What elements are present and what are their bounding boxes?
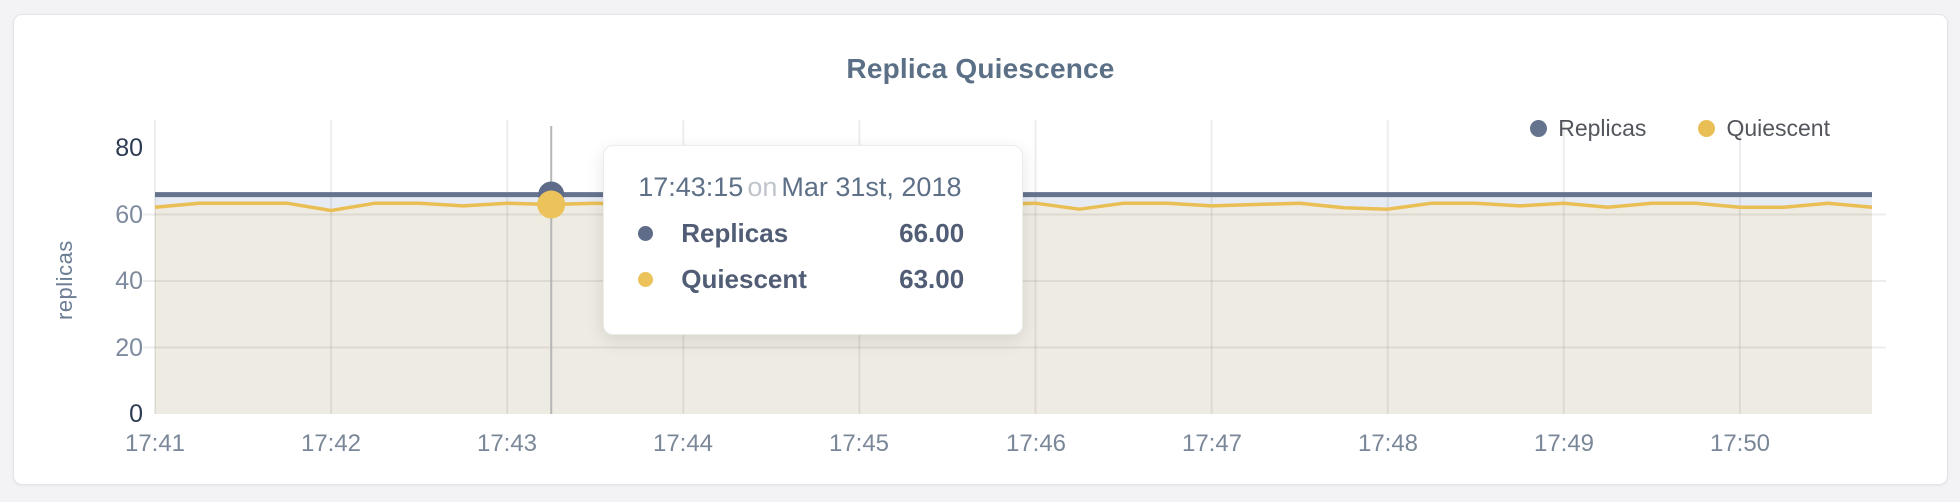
x-tick-label: 17:47: [1181, 430, 1243, 457]
quiescent-dot-icon: [638, 272, 654, 287]
x-tick-label: 17:43: [476, 430, 538, 457]
replicas-legend-dot-icon: [1530, 120, 1548, 137]
x-tick-label: 17:42: [300, 430, 362, 457]
legend-item-replicas[interactable]: Replicas: [1530, 115, 1646, 142]
tooltip-header: 17:43:15 on Mar 31st, 2018: [638, 172, 964, 203]
legend-item-quiescent[interactable]: Quiescent: [1698, 115, 1830, 142]
y-tick-label: 40: [115, 267, 143, 295]
tooltip: 17:43:15 on Mar 31st, 2018 Replicas 66.00 …: [603, 145, 1024, 335]
x-tick-label: 17:45: [828, 430, 890, 457]
quiescent-legend-dot-icon: [1698, 120, 1716, 137]
tooltip-row-quiescent: Quiescent 63.00: [638, 264, 964, 295]
tooltip-series-value: 63.00: [899, 264, 965, 294]
y-tick-label: 20: [115, 334, 143, 362]
tooltip-date-connector: on: [747, 172, 778, 202]
legend-label-replicas: Replicas: [1558, 115, 1647, 141]
x-tick-label: 17:50: [1709, 430, 1771, 457]
y-tick-label: 0: [129, 400, 143, 428]
x-tick-label: 17:48: [1357, 430, 1419, 457]
selected-point-quiescent: [537, 190, 566, 219]
y-tick-label: 60: [115, 201, 143, 229]
tooltip-series-value: 66.00: [899, 218, 965, 248]
tooltip-series-name: Quiescent: [681, 264, 807, 294]
replicas-dot-icon: [638, 226, 654, 241]
x-tick-label: 17:49: [1533, 430, 1595, 457]
tooltip-series-name: Replicas: [681, 218, 789, 248]
tooltip-time: 17:43:15: [638, 172, 744, 202]
chart-title: Replica Quiescence: [846, 53, 1115, 84]
legend-label-quiescent: Quiescent: [1726, 115, 1830, 141]
legend: Replicas Quiescent: [1530, 115, 1830, 142]
x-tick-label: 17:41: [124, 430, 186, 457]
x-tick-label: 17:44: [652, 430, 714, 457]
x-tick-label: 17:46: [1005, 430, 1067, 457]
y-tick-label: 80: [115, 134, 143, 162]
tooltip-date: Mar 31st, 2018: [781, 172, 962, 202]
tooltip-row-replicas: Replicas 66.00: [638, 218, 964, 249]
